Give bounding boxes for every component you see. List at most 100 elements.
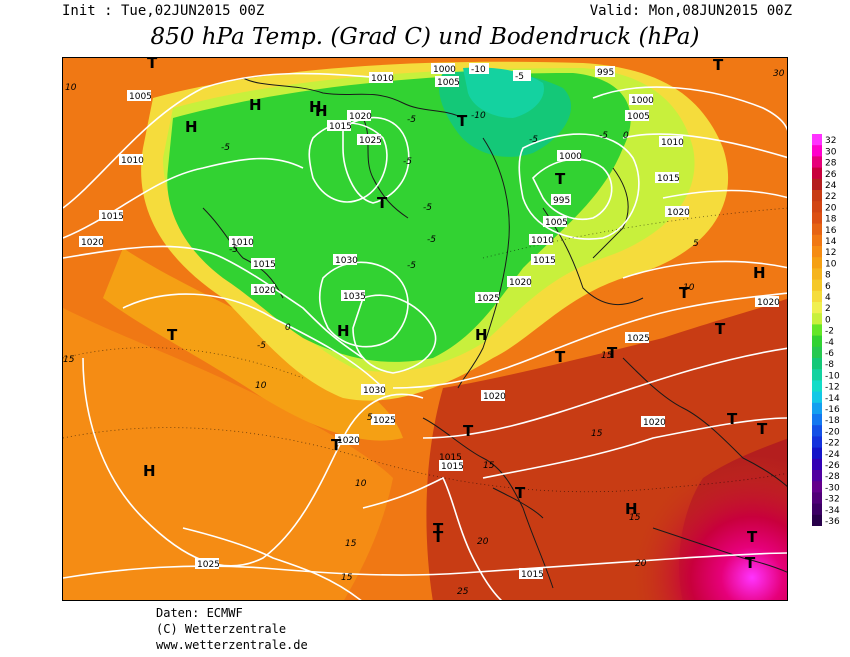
pressure-label: 1010 xyxy=(119,154,144,166)
high-centre: H xyxy=(337,322,350,340)
colorbar-label: 8 xyxy=(825,271,831,281)
low-centre: T xyxy=(715,320,726,338)
colorbar-label: -30 xyxy=(825,483,840,493)
colorbar-label: -28 xyxy=(825,472,840,482)
svg-text:1015: 1015 xyxy=(101,212,124,222)
temp-label: -5 xyxy=(229,245,238,255)
temp-label: 0 xyxy=(285,323,291,333)
pressure-label-group: 1000 1005 -10 -5 995 1010 1015 1020 1025… xyxy=(79,63,780,580)
temp-label: 0 xyxy=(623,131,629,141)
colorbar-swatch xyxy=(812,481,822,493)
low-centre: T xyxy=(745,554,756,572)
colorbar-label: -32 xyxy=(825,495,840,505)
pressure-label: 1030 xyxy=(361,384,386,396)
svg-text:1005: 1005 xyxy=(627,112,650,122)
colorbar-label: -4 xyxy=(825,338,834,348)
pressure-label: 1020 xyxy=(251,284,276,296)
low-centre: T xyxy=(147,58,158,72)
pressure-label: 1000 xyxy=(629,94,654,106)
colorbar-swatch xyxy=(812,145,822,157)
pressure-label: 1020 xyxy=(507,276,532,288)
colorbar-label: 14 xyxy=(825,237,837,247)
pressure-label: -10 xyxy=(469,63,489,75)
low-centre: T xyxy=(607,344,618,362)
colorbar-swatch xyxy=(812,358,822,370)
colorbar-label: -16 xyxy=(825,405,840,415)
weather-map[interactable]: 1000 1005 -10 -5 995 1010 1015 1020 1025… xyxy=(62,57,788,601)
init-time: Init : Tue,02JUN2015 00Z xyxy=(62,3,265,19)
temp-label: -5 xyxy=(407,115,416,125)
temp-label: -5 xyxy=(403,157,412,167)
temp-label: -5 xyxy=(529,135,538,145)
colorbar-label: 10 xyxy=(825,259,837,269)
colorbar-label: 26 xyxy=(825,170,837,180)
colorbar-swatch xyxy=(812,134,822,146)
colorbar-swatch xyxy=(812,313,822,325)
high-centre: H xyxy=(309,98,322,116)
colorbar-label: -6 xyxy=(825,349,834,359)
low-centre: T xyxy=(167,326,178,344)
svg-text:1010: 1010 xyxy=(661,138,684,148)
colorbar-swatch xyxy=(812,167,822,180)
temp-label: 10 xyxy=(255,381,267,391)
pressure-label: 1020 xyxy=(79,236,104,248)
svg-text:1025: 1025 xyxy=(359,136,382,146)
svg-text:-10: -10 xyxy=(471,65,486,75)
high-centre: H xyxy=(315,102,328,120)
low-centre: T xyxy=(555,170,566,188)
colorbar-label: -22 xyxy=(825,439,840,449)
colorbar-swatch xyxy=(812,212,822,225)
temp-label: 10 xyxy=(683,283,695,293)
low-centre: T xyxy=(727,410,738,428)
colorbar-label: -36 xyxy=(825,517,840,526)
colorbar-label: -26 xyxy=(825,461,840,471)
svg-text:1015: 1015 xyxy=(253,260,276,270)
temp-label: 15 xyxy=(63,355,75,365)
svg-text:1015: 1015 xyxy=(521,570,544,580)
colorbar-label: 12 xyxy=(825,248,836,258)
colorbar-label: -10 xyxy=(825,371,840,381)
colorbar-swatch xyxy=(812,402,822,415)
pressure-label: 1015 xyxy=(655,172,680,184)
colorbar-swatch xyxy=(812,324,822,337)
temp-label: 10 xyxy=(355,479,367,489)
svg-text:1025: 1025 xyxy=(477,294,500,304)
temp-label: 15 xyxy=(483,461,495,471)
low-centre: T xyxy=(555,348,566,366)
svg-text:1015: 1015 xyxy=(329,122,352,132)
footer-website[interactable]: www.wetterzentrale.de xyxy=(156,638,308,652)
pressure-label: 1015 xyxy=(531,254,556,266)
temp-label: 10 xyxy=(65,83,77,93)
colorbar-label: -20 xyxy=(825,427,840,437)
pressure-label: 1005 xyxy=(435,76,460,88)
low-centre: T xyxy=(331,436,342,454)
colorbar-swatch xyxy=(812,279,822,292)
svg-text:1030: 1030 xyxy=(363,386,386,396)
pressure-label: 1010 xyxy=(659,136,684,148)
svg-text:1020: 1020 xyxy=(81,238,104,248)
colorbar-swatch xyxy=(812,369,822,381)
temp-label-group: 10 -5 -5 -5 -5 -10 -5 -5 -5 -5 0 5 -5 0 … xyxy=(63,69,785,597)
svg-text:1005: 1005 xyxy=(437,78,460,88)
colorbar-swatch xyxy=(812,425,822,437)
pressure-label: 1000 xyxy=(557,150,582,162)
svg-text:1020: 1020 xyxy=(667,208,690,218)
pressure-label: 1025 xyxy=(625,332,650,344)
colorbar-label: 2 xyxy=(825,304,831,314)
temp-label: 20 xyxy=(635,559,647,569)
temp-label: 15 xyxy=(591,429,603,439)
colorbar-label: 20 xyxy=(825,203,837,213)
pressure-label: 1020 xyxy=(335,434,360,446)
colorbar-swatch xyxy=(812,503,822,516)
low-centre: T xyxy=(757,420,768,438)
high-centre: H xyxy=(753,264,766,282)
pressure-label: -5 xyxy=(513,70,531,82)
low-centre: T xyxy=(457,112,468,130)
temp-label: 25 xyxy=(457,587,469,597)
svg-text:1015: 1015 xyxy=(441,462,464,472)
svg-text:1020: 1020 xyxy=(349,112,372,122)
colorbar-swatch xyxy=(812,257,822,269)
svg-text:1025: 1025 xyxy=(373,416,396,426)
colorbar-swatch xyxy=(812,346,822,359)
colorbar-label: -18 xyxy=(825,416,840,426)
